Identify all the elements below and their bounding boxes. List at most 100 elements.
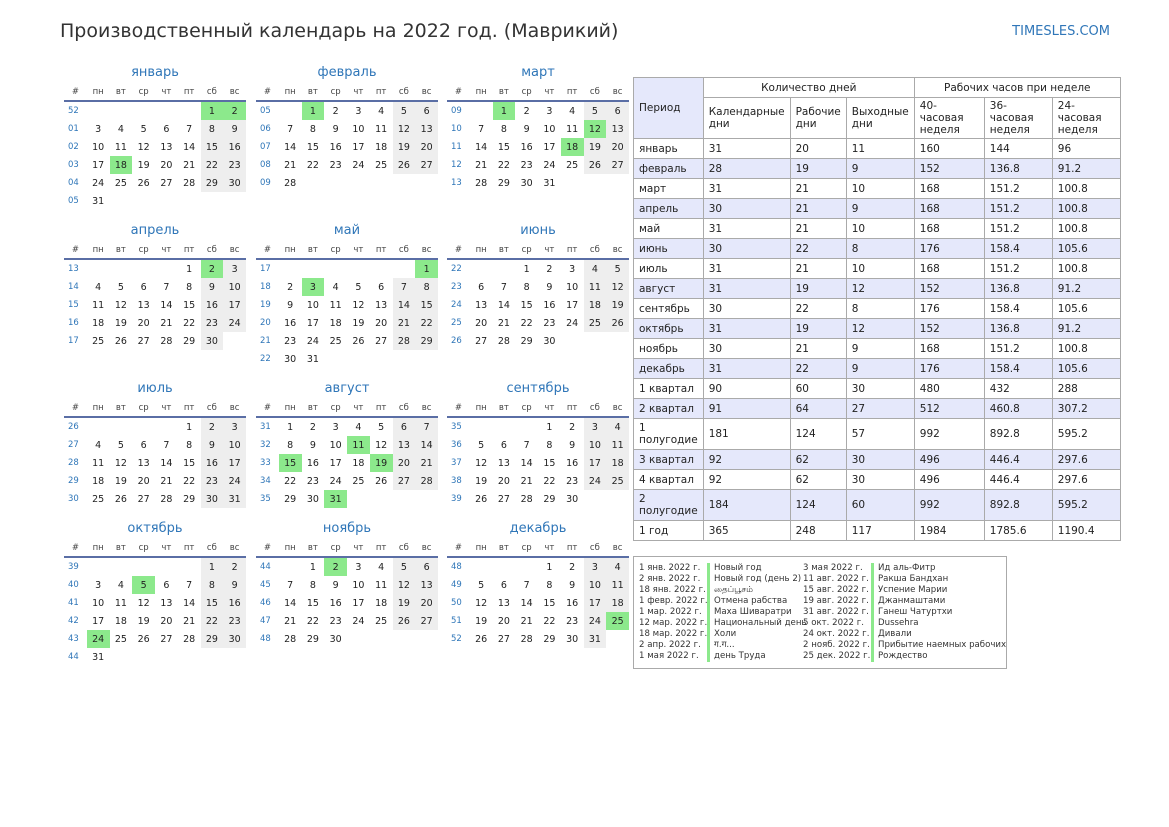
weekday-header: пт [369,540,393,558]
week-row: 43 24 25 26 27 28 29 30 [64,630,246,648]
day-cell: 11 [606,436,629,454]
day-cell: 25 [352,475,365,487]
site-link[interactable]: TIMESLES.COM [1012,24,1110,39]
value-cell: 9 [845,158,915,179]
day-cell: 30 [223,630,246,648]
value-cell: 151.2 [983,338,1053,359]
day-cell: 22 [497,159,510,171]
weekday-header: чт [347,242,370,260]
day-cell: 31 [92,195,105,207]
day-cell: 8 [500,123,507,135]
day-cell: 10 [92,141,105,153]
week-row: 02 10 11 12 13 14 15 16 [64,138,246,156]
day-cell: 27 [606,156,629,174]
day-cell: 15 [278,454,302,472]
day-cell: 8 [200,120,224,138]
value-cell: 151.2 [983,198,1053,219]
day-cell: 17 [223,454,246,472]
value-cell: 10 [845,218,915,239]
holiday-date: 31 авг. 2022 г. [803,607,869,617]
day-cell [370,630,393,648]
holiday-row: 1 мар. 2022 г. Маха Шиваратри [639,607,807,618]
day-cell: 26 [606,314,629,332]
value-cell: 176 [913,238,985,259]
value-cell: 168 [913,198,985,219]
month-8: август # пн вт ср чт пт сб вс 31 1 2 3 4 5 6 7 32 8 9 10 11 12… [256,380,438,508]
week-row: 20 16 17 18 19 20 21 22 [256,314,438,332]
day-cell: 6 [163,123,170,135]
holiday-date: 15 авг. 2022 г. [803,585,869,595]
day-cell: 18 [114,615,127,627]
holiday-row: 18 мар. 2022 г. Холи [639,629,807,640]
week-number: 15 [68,300,79,310]
day-cell: 1 [186,263,193,275]
day-cell: 12 [392,576,416,594]
day-cell: 22 [543,475,556,487]
weekday-header: ср [132,242,155,260]
day-cell [132,417,155,436]
period-cell: март [633,178,704,199]
value-cell: 151.2 [983,218,1053,239]
day-cell: 24 [223,472,246,490]
day-cell: 6 [478,281,485,293]
value-cell: 136.8 [983,278,1053,299]
day-cell: 5 [378,421,385,433]
weekday-header: чт [538,84,561,102]
value-cell: 446.4 [983,449,1053,470]
weekday-header: пт [369,84,393,102]
holiday-marker [871,640,874,651]
day-cell: 19 [352,317,365,329]
month-table: # пн вт ср чт пт сб вс 39 1 2 40 3 4 5 6 7 8 9 41 10 11 12 13 14… [64,540,246,666]
value-cell: 144 [983,138,1053,159]
day-cell: 30 [284,353,297,365]
day-cell: 16 [223,594,246,612]
weekday-header: вт [301,540,325,558]
day-cell: 17 [352,141,365,153]
week-number: 38 [451,476,462,486]
week-row: 28 11 12 13 14 15 16 17 [64,454,246,472]
day-cell: 5 [140,123,147,135]
day-cell: 9 [523,123,530,135]
day-cell [223,648,246,666]
day-cell [87,417,110,436]
day-cell: 20 [606,138,629,156]
day-cell: 2 [223,101,246,120]
day-cell: 10 [566,281,579,293]
week-row: 35 29 30 31 [256,490,438,508]
month-table: # пн вт ср чт пт сб вс 05 1 2 3 4 5 6 06 7 8 9 10 11 12 13 07 14… [256,84,438,192]
value-cell: 892.8 [983,489,1053,521]
value-cell: 57 [845,418,915,450]
day-cell: 27 [137,493,150,505]
value-cell: 1785.6 [983,520,1053,541]
day-cell: 19 [114,317,127,329]
column-header: Календарные дни [702,97,791,139]
week-row: 13 28 29 30 31 [447,174,629,192]
holiday-name: Отмена рабства [714,596,788,606]
month-table: # пн вт ср чт пт сб вс 26 1 2 3 27 4 5 6 7 8 9 10 28 11 12 13 14… [64,400,246,508]
weekday-header: пт [177,84,201,102]
day-cell [415,174,438,192]
day-cell: 21 [392,314,416,332]
day-cell: 4 [569,105,576,117]
weekday-header: # [447,400,470,418]
day-cell: 27 [497,633,510,645]
value-cell: 100.8 [1051,198,1121,219]
value-cell: 21 [789,258,847,279]
day-cell: 23 [329,159,342,171]
value-cell: 92 [702,449,791,470]
day-cell: 23 [566,615,579,627]
day-cell: 19 [114,475,127,487]
weekday-header: пн [469,242,493,260]
day-cell: 24 [352,159,365,171]
day-cell: 2 [546,263,553,275]
day-cell: 20 [137,475,150,487]
week-row: 10 7 8 9 10 11 12 13 [447,120,629,138]
day-cell: 15 [543,597,556,609]
week-row: 17 25 26 27 28 29 30 [64,332,246,350]
day-cell [110,648,133,666]
holiday-date: 5 окт. 2022 г. [803,618,864,628]
week-row: 26 1 2 3 [64,417,246,436]
holiday-name: Новый год [714,563,762,573]
weekday-header: вт [301,84,325,102]
week-number: 30 [68,494,79,504]
